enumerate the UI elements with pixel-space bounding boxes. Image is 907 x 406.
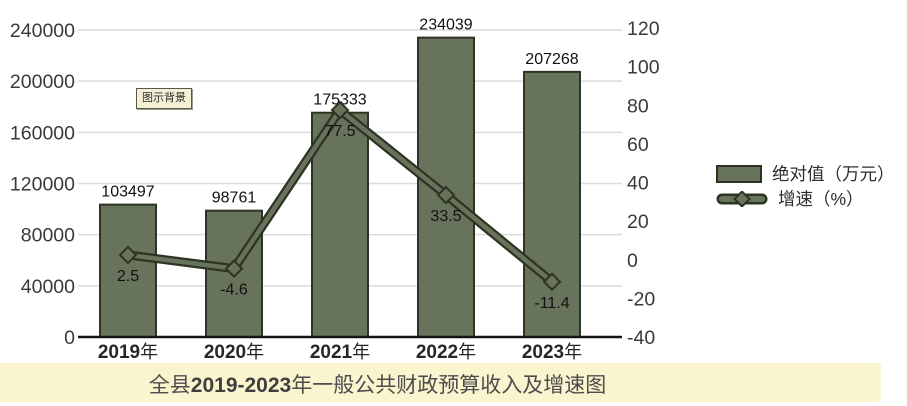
chart-tooltip-label: 图示背景 <box>142 92 186 104</box>
chart-tooltip: 图示背景 <box>136 88 192 109</box>
diamond-marker-2023[interactable] <box>542 272 562 292</box>
left-axis-tick-240000: 240000 <box>10 20 75 42</box>
chart-title-suffix: 年一般公共财政预算收入及增速图 <box>291 373 607 397</box>
line-diamond-swatch-icon <box>716 190 768 207</box>
chart-legend: 绝对值（万元） 增速（%） <box>716 163 895 209</box>
left-axis-tick-80000: 80000 <box>21 225 75 247</box>
combo-chart[interactable]: 0 40000 80000 120000 160000 200000 240000 -40 -2… <box>0 0 700 362</box>
growth-value-2019: 2.5 <box>117 268 139 285</box>
right-axis-tick-20: 20 <box>627 211 649 233</box>
growth-value-2021: 77.5 <box>324 123 355 140</box>
bar-value-2019: 103497 <box>101 184 154 201</box>
left-axis-tick-40000: 40000 <box>21 276 75 298</box>
x-label-2019: 2019年 <box>98 342 158 362</box>
x-label-2020: 2020年 <box>204 342 264 362</box>
growth-value-2020: -4.6 <box>220 282 248 299</box>
bar-value-2022: 234039 <box>419 17 472 34</box>
growth-value-2023: -11.4 <box>534 295 569 312</box>
diamond-marker-2019[interactable] <box>118 245 138 265</box>
legend-item-line-series[interactable]: 增速（%） <box>716 188 895 209</box>
bar-value-2021: 175333 <box>313 92 366 109</box>
legend-item-bar-series[interactable]: 绝对值（万元） <box>716 163 895 184</box>
right-axis-tick-60: 60 <box>627 134 649 156</box>
diamond-marker-2020[interactable] <box>224 259 244 279</box>
legend-label-bar: 绝对值（万元） <box>772 164 895 184</box>
left-axis-tick-120000: 120000 <box>10 174 75 196</box>
right-axis-tick-100: 100 <box>627 57 660 79</box>
bar-value-2020: 98761 <box>212 190 257 207</box>
x-label-2021: 2021年 <box>310 342 370 362</box>
left-axis-tick-200000: 200000 <box>10 71 75 93</box>
diamond-marker-2022[interactable] <box>436 185 456 205</box>
right-axis-tick-0: 0 <box>627 250 638 272</box>
chart-title-band: 全县2019-2023年一般公共财政预算收入及增速图 <box>0 363 881 402</box>
x-label-2022: 2022年 <box>416 342 476 362</box>
x-label-2023: 2023年 <box>522 342 582 362</box>
chart-title-prefix: 全县 <box>148 373 191 397</box>
right-axis-tick-40: 40 <box>627 173 649 195</box>
bar-2023[interactable] <box>523 70 581 338</box>
right-axis-tick--40: -40 <box>627 327 655 349</box>
right-axis-tick-80: 80 <box>627 95 649 117</box>
growth-value-2022: 33.5 <box>430 208 461 225</box>
bar-2021[interactable] <box>311 111 369 339</box>
legend-label-line: 增速（%） <box>778 189 864 209</box>
diamond-marker-2021[interactable] <box>330 100 350 120</box>
right-axis-tick--20: -20 <box>627 288 655 310</box>
bar-value-2023: 207268 <box>525 51 578 68</box>
right-axis-tick-120: 120 <box>627 18 660 40</box>
bar-swatch-icon <box>716 164 762 183</box>
left-axis-tick-160000: 160000 <box>10 122 75 144</box>
chart-title-years: 2019-2023 <box>190 374 292 397</box>
chart-title: 全县2019-2023年一般公共财政预算收入及增速图 <box>0 369 755 399</box>
left-axis-tick-0: 0 <box>64 327 75 349</box>
